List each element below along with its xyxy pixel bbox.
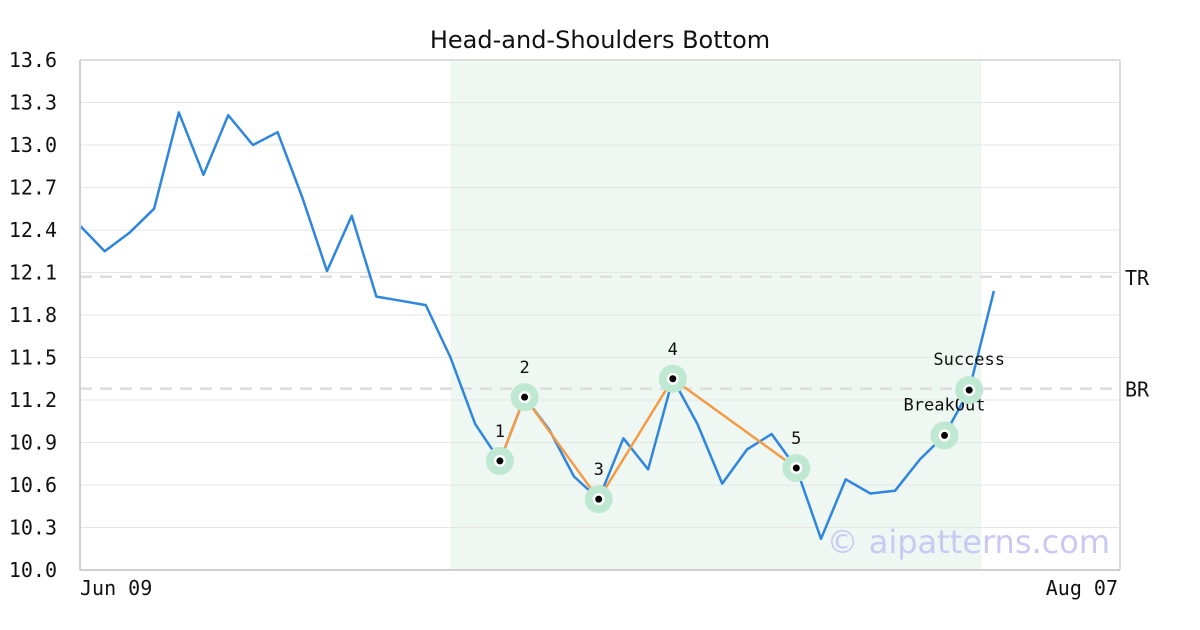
y-tick-label: 11.8 bbox=[9, 303, 57, 327]
pattern-point-1-label: 1 bbox=[495, 422, 505, 442]
signal-success-dot bbox=[965, 386, 973, 394]
y-tick-label: 12.7 bbox=[9, 176, 57, 200]
y-tick-label: 10.0 bbox=[9, 558, 57, 582]
y-tick-label: 13.3 bbox=[9, 91, 57, 115]
y-tick-label: 10.6 bbox=[9, 473, 57, 497]
pattern-point-5-label: 5 bbox=[791, 429, 801, 449]
signal-success-label: Success bbox=[933, 350, 1005, 370]
y-tick-label: 13.0 bbox=[9, 133, 57, 157]
pattern-point-1-dot bbox=[496, 457, 504, 465]
pattern-point-4-dot bbox=[669, 375, 677, 383]
watermark: © aipatterns.com bbox=[827, 523, 1110, 561]
signal-breakout-dot bbox=[941, 431, 948, 439]
pattern-point-5-dot bbox=[792, 464, 800, 472]
x-tick-end: Aug 07 bbox=[1046, 576, 1118, 600]
y-tick-label: 10.9 bbox=[9, 431, 57, 455]
pattern-point-3-dot bbox=[595, 495, 603, 503]
y-tick-label: 12.4 bbox=[9, 218, 57, 242]
pattern-point-4-label: 4 bbox=[668, 340, 678, 360]
level-label-tr: TR bbox=[1125, 266, 1150, 290]
x-tick-start: Jun 09 bbox=[80, 576, 152, 600]
level-label-br: BR bbox=[1125, 378, 1150, 402]
y-tick-label: 11.2 bbox=[9, 388, 57, 412]
y-tick-label: 13.6 bbox=[9, 48, 57, 72]
y-tick-label: 10.3 bbox=[9, 516, 57, 540]
pattern-point-2-dot bbox=[521, 393, 529, 401]
y-tick-label: 12.1 bbox=[9, 261, 57, 285]
y-tick-label: 11.5 bbox=[9, 346, 57, 370]
axes bbox=[79, 59, 1121, 571]
levels: TR BR bbox=[80, 266, 1150, 402]
pattern-point-3-label: 3 bbox=[594, 460, 604, 480]
pattern-point-2-label: 2 bbox=[519, 358, 529, 378]
chart-title: Head-and-Shoulders Bottom bbox=[430, 26, 770, 54]
